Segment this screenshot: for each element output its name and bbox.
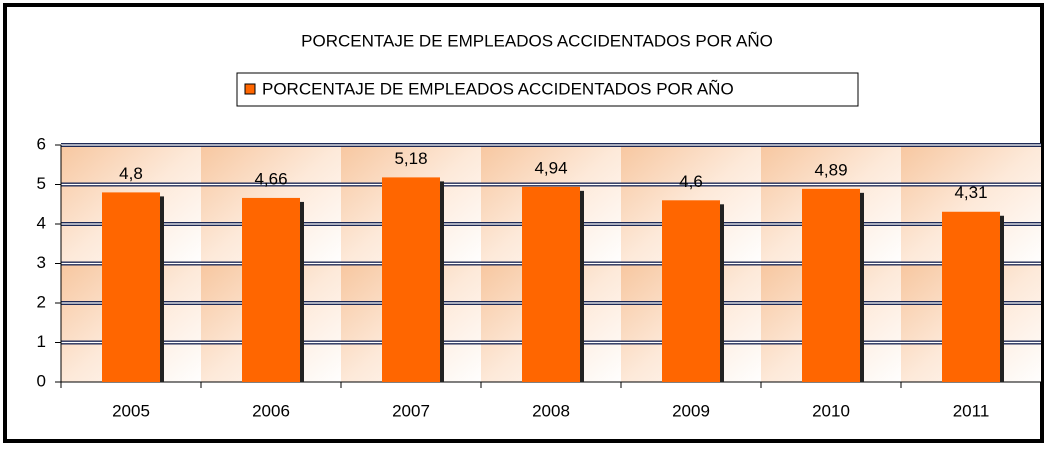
y-tick-label: 6 [37, 134, 46, 153]
bar [102, 192, 160, 382]
x-tick-label: 2006 [252, 401, 290, 420]
bar [522, 186, 580, 382]
chart-title: PORCENTAJE DE EMPLEADOS ACCIDENTADOS POR… [301, 31, 773, 50]
bar [662, 200, 720, 382]
y-tick-label: 3 [37, 253, 46, 272]
legend-box [236, 72, 859, 107]
data-label: 5,18 [394, 149, 427, 168]
x-tick-label: 2010 [812, 401, 850, 420]
x-tick-label: 2009 [672, 401, 710, 420]
x-tick-label: 2005 [112, 401, 150, 420]
data-label: 4,31 [954, 183, 987, 202]
y-tick-label: 1 [37, 332, 46, 351]
legend-label: PORCENTAJE DE EMPLEADOS ACCIDENTADOS POR… [262, 79, 734, 98]
data-label: 4,6 [679, 172, 703, 191]
legend: PORCENTAJE DE EMPLEADOS ACCIDENTADOS POR… [236, 72, 859, 107]
data-label: 4,89 [814, 160, 847, 179]
legend-swatch [244, 83, 256, 95]
bar [802, 188, 860, 382]
data-label: 4,8 [119, 164, 143, 183]
y-tick-label: 2 [37, 292, 46, 311]
x-tick-label: 2008 [532, 401, 570, 420]
y-tick-label: 5 [37, 174, 46, 193]
x-tick-label: 2007 [392, 401, 430, 420]
bar [242, 197, 300, 382]
y-tick-label: 4 [37, 213, 46, 232]
bar [942, 211, 1000, 382]
x-tick-label: 2011 [953, 401, 990, 420]
y-tick-label: 0 [37, 371, 46, 390]
data-label: 4,66 [254, 169, 287, 188]
data-label: 4,94 [534, 158, 567, 177]
bar [382, 177, 440, 382]
